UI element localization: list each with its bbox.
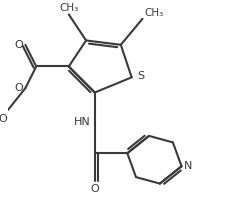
Text: O: O (90, 184, 99, 194)
Text: S: S (137, 71, 144, 81)
Text: O: O (0, 114, 7, 124)
Text: N: N (184, 161, 192, 171)
Text: O: O (15, 40, 23, 50)
Text: HN: HN (74, 117, 90, 127)
Text: CH₃: CH₃ (59, 3, 78, 13)
Text: O: O (15, 83, 23, 93)
Text: CH₃: CH₃ (145, 8, 164, 18)
